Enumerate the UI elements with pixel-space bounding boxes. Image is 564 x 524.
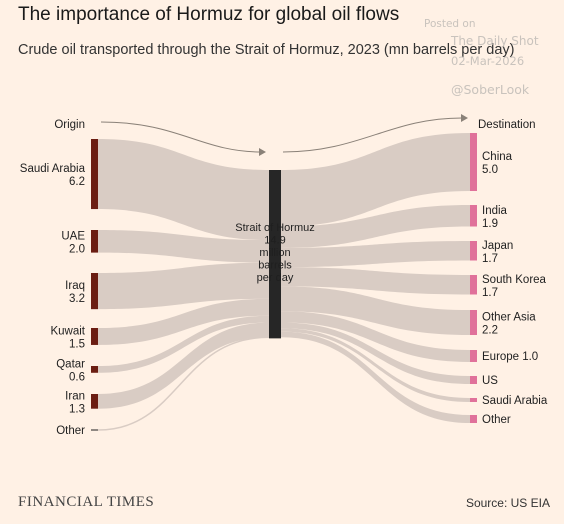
flow-origin-iraq: [98, 262, 269, 310]
origin-label-iraq: Iraq: [65, 280, 85, 292]
strait-bar: [269, 170, 281, 339]
dest-label-japan: Japan: [482, 240, 513, 252]
flow-origin-qatar: [98, 315, 269, 373]
watermark-handle: @SoberLook: [451, 82, 530, 97]
dest-bar-japan: [470, 241, 477, 261]
destination-arrow-head: [461, 114, 468, 122]
origin-bar-kuwait: [91, 328, 98, 345]
dest-bar-saudi-arabia: [470, 398, 477, 402]
dest-value-china: 5.0: [482, 164, 498, 176]
origin-value-saudi-arabia: 6.2: [69, 176, 85, 188]
origin-header: Origin: [54, 119, 85, 131]
flow-dest-other: [281, 331, 470, 423]
footer-brand: FINANCIAL TIMES: [18, 494, 155, 510]
strait-label-line-1: Strait of Hormuz: [235, 222, 314, 234]
dest-label-other: Other: [482, 414, 511, 426]
origin-bar-iraq: [91, 273, 98, 310]
flow-dest-saudi-arabia: [281, 328, 470, 402]
strait-label-line-2: 14.9: [264, 235, 285, 247]
origin-value-iran: 1.3: [69, 403, 85, 415]
flow-origin-uae: [98, 230, 269, 263]
flow-dest-us: [281, 322, 470, 384]
dest-label-india: India: [482, 205, 508, 217]
origin-bar-qatar: [91, 366, 98, 373]
origin-bar-iran: [91, 394, 98, 409]
destination-header: Destination: [478, 119, 536, 131]
flows-group: [97, 133, 470, 431]
strait-label-line-4: barrels: [258, 260, 292, 272]
watermark-posted: Posted on: [424, 18, 476, 30]
origin-value-kuwait: 1.5: [69, 338, 85, 350]
origin-value-iraq: 3.2: [69, 293, 85, 305]
dest-bar-south-korea: [470, 275, 477, 295]
dest-value-japan: 1.7: [482, 253, 498, 265]
watermark-site: The Daily Shot: [451, 34, 539, 48]
origin-label-other: Other: [56, 425, 85, 437]
dest-label-saudi-arabia: Saudi Arabia: [482, 395, 548, 407]
origin-label-kuwait: Kuwait: [50, 325, 85, 337]
flow-origin-saudi-arabia: [98, 139, 269, 241]
flow-dest-china: [281, 133, 470, 227]
flow-dest-japan: [281, 241, 470, 268]
origin-arrow-line: [100, 121, 263, 153]
origin-label-iran: Iran: [65, 390, 85, 402]
dest-value-south-korea: 1.7: [482, 287, 498, 299]
chart-subtitle: Crude oil transported through the Strait…: [18, 42, 515, 58]
flow-origin-iran: [98, 322, 269, 409]
flow-dest-europe: [281, 311, 470, 362]
origin-bar-saudi-arabia: [91, 139, 98, 210]
flow-dest-india: [281, 205, 470, 248]
dest-bar-us: [470, 376, 477, 384]
origin-value-uae: 2.0: [69, 243, 85, 255]
origin-label-qatar: Qatar: [56, 358, 85, 370]
dest-label-other-asia: Other Asia: [482, 312, 536, 324]
footer-source: Source: US EIA: [465, 496, 550, 510]
strait-label-line-3: million: [259, 247, 290, 259]
origin-bar-uae: [91, 230, 98, 253]
dest-value-india: 1.9: [482, 218, 498, 230]
dest-value-europe: 1.0: [522, 351, 538, 363]
strait-label-line-5: per day: [257, 272, 294, 284]
dest-bar-europe: [470, 350, 477, 362]
dest-bar-other-asia: [470, 310, 477, 335]
flow-dest-south-korea: [281, 267, 470, 295]
dest-bar-china: [470, 133, 477, 191]
dest-label-south-korea: South Korea: [482, 274, 547, 286]
dest-label-china: China: [482, 151, 513, 163]
dest-bar-india: [470, 205, 477, 227]
watermark-date: 02-Mar-2026: [451, 54, 525, 68]
destination-arrow-line: [282, 117, 463, 153]
flow-origin-other: [97, 336, 270, 431]
dest-bar-other: [470, 415, 477, 423]
chart-title: The importance of Hormuz for global oil …: [18, 4, 400, 25]
dest-value-other-asia: 2.2: [482, 325, 498, 337]
dest-label-us: US: [482, 375, 498, 387]
flow-origin-kuwait: [98, 298, 269, 345]
origin-label-saudi-arabia: Saudi Arabia: [20, 163, 86, 175]
origin-value-qatar: 0.6: [69, 371, 85, 383]
origin-label-uae: UAE: [61, 230, 85, 242]
flow-dest-other-asia: [281, 286, 470, 335]
origin-arrow-head: [259, 148, 266, 156]
dest-label-europe: Europe: [482, 351, 519, 363]
